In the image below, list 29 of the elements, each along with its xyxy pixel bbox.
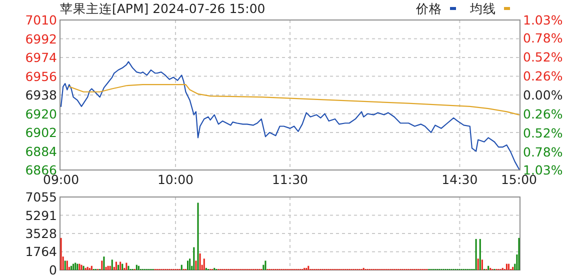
x-tick-label: 14:30 <box>442 172 478 187</box>
y2-tick-label: 1.03% <box>523 12 563 28</box>
y-tick-label: 0 <box>49 262 58 276</box>
y-tick-label: 3528 <box>25 226 58 241</box>
y2-tick-label: 0.00% <box>523 88 563 102</box>
y-tick-label: 6956 <box>25 68 58 84</box>
legend-label: 均线 <box>469 1 496 16</box>
line-series <box>68 84 520 116</box>
y-tick-label: 6974 <box>25 50 58 65</box>
x-tick-label: 11:30 <box>272 172 308 187</box>
y2-tick-label: 0.52% <box>523 125 563 140</box>
y2-tick-label: 0.26% <box>523 106 563 122</box>
y2-tick-label: 0.26% <box>523 68 563 84</box>
line-series <box>60 61 520 170</box>
legend-label: 价格 <box>415 1 442 16</box>
y-tick-label: 6920 <box>25 106 58 122</box>
y-tick-label: 6938 <box>25 88 58 102</box>
y2-tick-label: 0.78% <box>523 144 563 160</box>
y-tick-label: 6902 <box>25 125 57 140</box>
y2-tick-label: 0.52% <box>523 50 563 65</box>
y2-tick-label: 0.78% <box>523 30 563 46</box>
y-tick-label: 6992 <box>25 31 57 46</box>
x-tick-label: 10:00 <box>157 172 194 187</box>
y-tick-label: 7010 <box>25 12 58 28</box>
y-tick-label: 5291 <box>25 208 57 223</box>
y-tick-label: 1764 <box>25 244 58 260</box>
y-tick-label: 6884 <box>25 144 58 159</box>
chart-title: 苹果主连[APM] 2024-07-26 15:00 <box>60 1 266 16</box>
y-tick-label: 7055 <box>25 190 57 204</box>
